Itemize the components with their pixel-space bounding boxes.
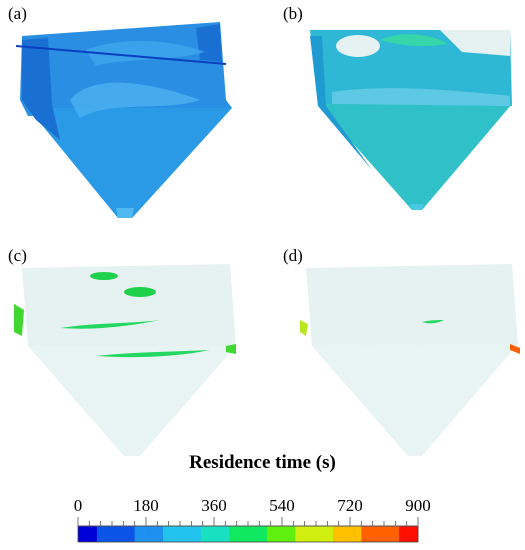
hopper-a-outlet bbox=[116, 208, 134, 218]
panel-label-b: (b) bbox=[283, 4, 303, 23]
color-scale-segment bbox=[314, 526, 324, 542]
hopper-c-green-edge-left bbox=[14, 304, 24, 336]
color-scale-segment bbox=[295, 526, 305, 542]
color-scale-segment bbox=[144, 526, 154, 542]
hopper-panel-b bbox=[310, 30, 512, 210]
color-scale-segment bbox=[106, 526, 117, 542]
color-scale-segment bbox=[191, 526, 202, 542]
color-scale-segment bbox=[380, 526, 390, 542]
color-scale-segment bbox=[163, 526, 173, 542]
color-scale-segment bbox=[361, 526, 372, 542]
legend-title: Residence time (s) bbox=[189, 452, 336, 473]
hopper-d-box bbox=[306, 264, 518, 346]
hopper-b-pale-patch-2 bbox=[440, 30, 510, 56]
color-scale-segment bbox=[153, 526, 164, 542]
legend-tick-label: 540 bbox=[269, 496, 295, 515]
hopper-b-pale-patch-1 bbox=[336, 35, 380, 57]
color-scale-segment bbox=[370, 526, 381, 542]
hopper-a-dark-side bbox=[22, 38, 60, 140]
color-scale-segment bbox=[257, 526, 268, 542]
panel-label-c: (c) bbox=[8, 246, 27, 265]
hopper-a-swirl bbox=[70, 82, 200, 118]
hopper-b-left-side bbox=[310, 36, 372, 170]
hopper-panel-d bbox=[300, 264, 520, 456]
color-scale-segment bbox=[389, 526, 400, 542]
hopper-d-green-streak bbox=[422, 320, 444, 324]
hopper-c-box bbox=[22, 264, 236, 346]
color-scale-segment bbox=[351, 526, 362, 542]
hopper-c-green-streak-2 bbox=[96, 350, 210, 358]
color-scale-segment bbox=[134, 526, 145, 542]
color-scale-segment bbox=[200, 526, 211, 542]
color-scale-segment bbox=[266, 526, 277, 542]
hopper-a-rim bbox=[15, 45, 227, 65]
color-scale-segment bbox=[125, 526, 135, 542]
hopper-b-outlet bbox=[410, 204, 424, 210]
color-scale-segment bbox=[172, 526, 183, 542]
hopper-panel-a bbox=[15, 22, 232, 218]
color-scale-segment bbox=[210, 526, 220, 542]
hopper-c-green-streak-1 bbox=[60, 320, 160, 329]
legend-tick-label: 180 bbox=[133, 496, 159, 515]
panel-label-a: (a) bbox=[8, 4, 27, 23]
color-scale-segment bbox=[248, 526, 258, 542]
hopper-c-green-edge-right bbox=[226, 344, 236, 354]
legend-tick-label: 900 bbox=[405, 496, 431, 515]
color-scale-segment bbox=[229, 526, 239, 542]
hopper-b-cone bbox=[318, 104, 512, 210]
hopper-b-band bbox=[332, 88, 510, 106]
hopper-a-swirl-2 bbox=[86, 41, 205, 66]
hopper-d-red-edge-right bbox=[510, 344, 520, 354]
color-scale-segment bbox=[333, 526, 343, 542]
legend-tick-label: 0 bbox=[73, 496, 83, 515]
color-scale-segment bbox=[87, 526, 98, 542]
color-scale-segment bbox=[304, 526, 315, 542]
hopper-d-yellow-edge-left bbox=[300, 320, 308, 336]
color-scale-segment bbox=[219, 526, 230, 542]
color-scale-segment bbox=[323, 526, 334, 542]
panel-label-d: (d) bbox=[283, 246, 303, 265]
color-scale-segment bbox=[96, 526, 107, 542]
color-scale-segment bbox=[78, 526, 88, 542]
hopper-panel-c bbox=[14, 264, 236, 456]
color-scale-segment bbox=[342, 526, 353, 542]
color-scale-segment bbox=[276, 526, 287, 542]
hopper-c-green-spot-2 bbox=[124, 287, 156, 297]
legend-tick-label: 360 bbox=[201, 496, 227, 515]
color-scale-segment bbox=[399, 526, 409, 542]
hopper-a-cone bbox=[28, 108, 232, 218]
hopper-c-green-spot-1 bbox=[90, 272, 118, 280]
color-scale-segment bbox=[408, 526, 419, 542]
color-scale-segment bbox=[115, 526, 126, 542]
hopper-c-cone bbox=[28, 346, 236, 456]
legend-tick-label: 720 bbox=[337, 496, 363, 515]
color-scale-segment bbox=[285, 526, 296, 542]
color-scale-segment bbox=[238, 526, 249, 542]
hopper-b-green-streak bbox=[380, 34, 448, 47]
color-scale-segment bbox=[181, 526, 192, 542]
hopper-d-cone bbox=[312, 344, 518, 456]
